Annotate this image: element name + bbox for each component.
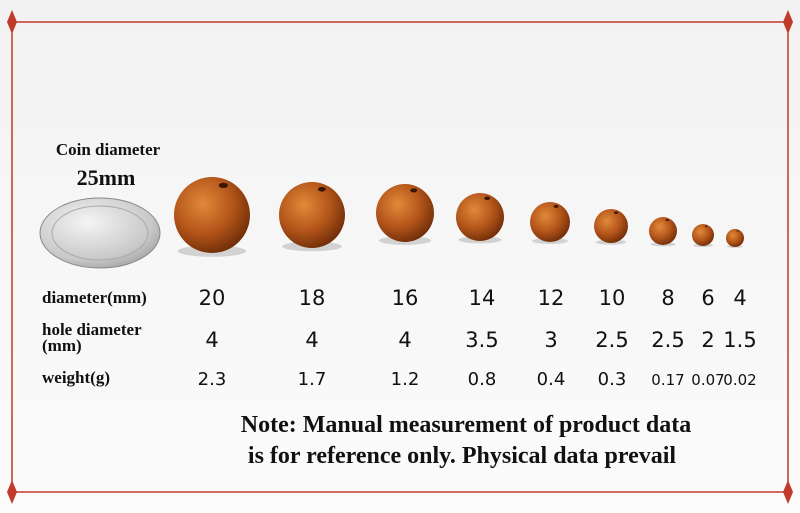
cell-value: 0.17 xyxy=(651,371,684,389)
bead-hole xyxy=(484,196,491,200)
bead-hole xyxy=(317,186,326,192)
bead-hole xyxy=(553,205,559,208)
cell-value: 1.5 xyxy=(723,328,756,352)
cell-value: 16 xyxy=(392,286,419,310)
note-line: Note: Manual measurement of product data xyxy=(241,412,691,438)
bead xyxy=(530,202,570,242)
cell-value: 4 xyxy=(205,328,218,352)
bead xyxy=(456,193,504,241)
cell-value: 14 xyxy=(469,286,496,310)
coin-rim xyxy=(51,205,149,261)
cell-value: 1.7 xyxy=(298,369,327,390)
cell-value: 2 xyxy=(701,328,714,352)
cell-value: 0.02 xyxy=(723,371,756,389)
coin-label: Coin diameter xyxy=(56,140,161,159)
corner-ornaments xyxy=(7,10,793,504)
cell-value: 12 xyxy=(538,286,565,310)
cell-value: 2.5 xyxy=(595,328,628,352)
bead xyxy=(174,177,250,253)
coin xyxy=(39,197,161,269)
cell-value: 2.5 xyxy=(651,328,684,352)
bead xyxy=(279,182,345,248)
bead-hole xyxy=(218,182,228,189)
bead-hole xyxy=(665,219,669,222)
cell-value: 6 xyxy=(701,286,714,310)
bead-hole xyxy=(704,225,708,228)
bead-hole xyxy=(614,211,619,214)
row-label: weight(g) xyxy=(42,368,110,387)
row-label: diameter(mm) xyxy=(42,288,147,307)
row-label: hole diameter xyxy=(42,320,142,339)
cell-value: 4 xyxy=(305,328,318,352)
cell-value: 4 xyxy=(398,328,411,352)
frame xyxy=(11,21,789,493)
bead xyxy=(726,229,744,247)
coin-size: 25mm xyxy=(77,165,136,190)
cell-value: 18 xyxy=(299,286,326,310)
row-label: (mm) xyxy=(42,336,82,355)
cell-value: 0.3 xyxy=(598,369,627,390)
cell-value: 8 xyxy=(661,286,674,310)
cell-value: 1.2 xyxy=(391,369,420,390)
cell-value: 0.07 xyxy=(691,371,724,389)
beads xyxy=(174,177,744,257)
note-line: is for reference only. Physical data pre… xyxy=(248,443,677,469)
bead xyxy=(594,209,628,243)
bead xyxy=(692,224,714,246)
cell-value: 2.3 xyxy=(198,369,227,390)
cell-value: 3 xyxy=(544,328,557,352)
bead-hole xyxy=(736,230,739,232)
cell-value: 3.5 xyxy=(465,328,498,352)
cell-value: 4 xyxy=(733,286,746,310)
bead xyxy=(376,184,434,242)
bead-hole xyxy=(410,188,418,193)
bead xyxy=(649,217,677,245)
cell-value: 10 xyxy=(599,286,626,310)
cell-value: 20 xyxy=(199,286,226,310)
cell-value: 0.8 xyxy=(468,369,497,390)
cell-value: 0.4 xyxy=(537,369,566,390)
